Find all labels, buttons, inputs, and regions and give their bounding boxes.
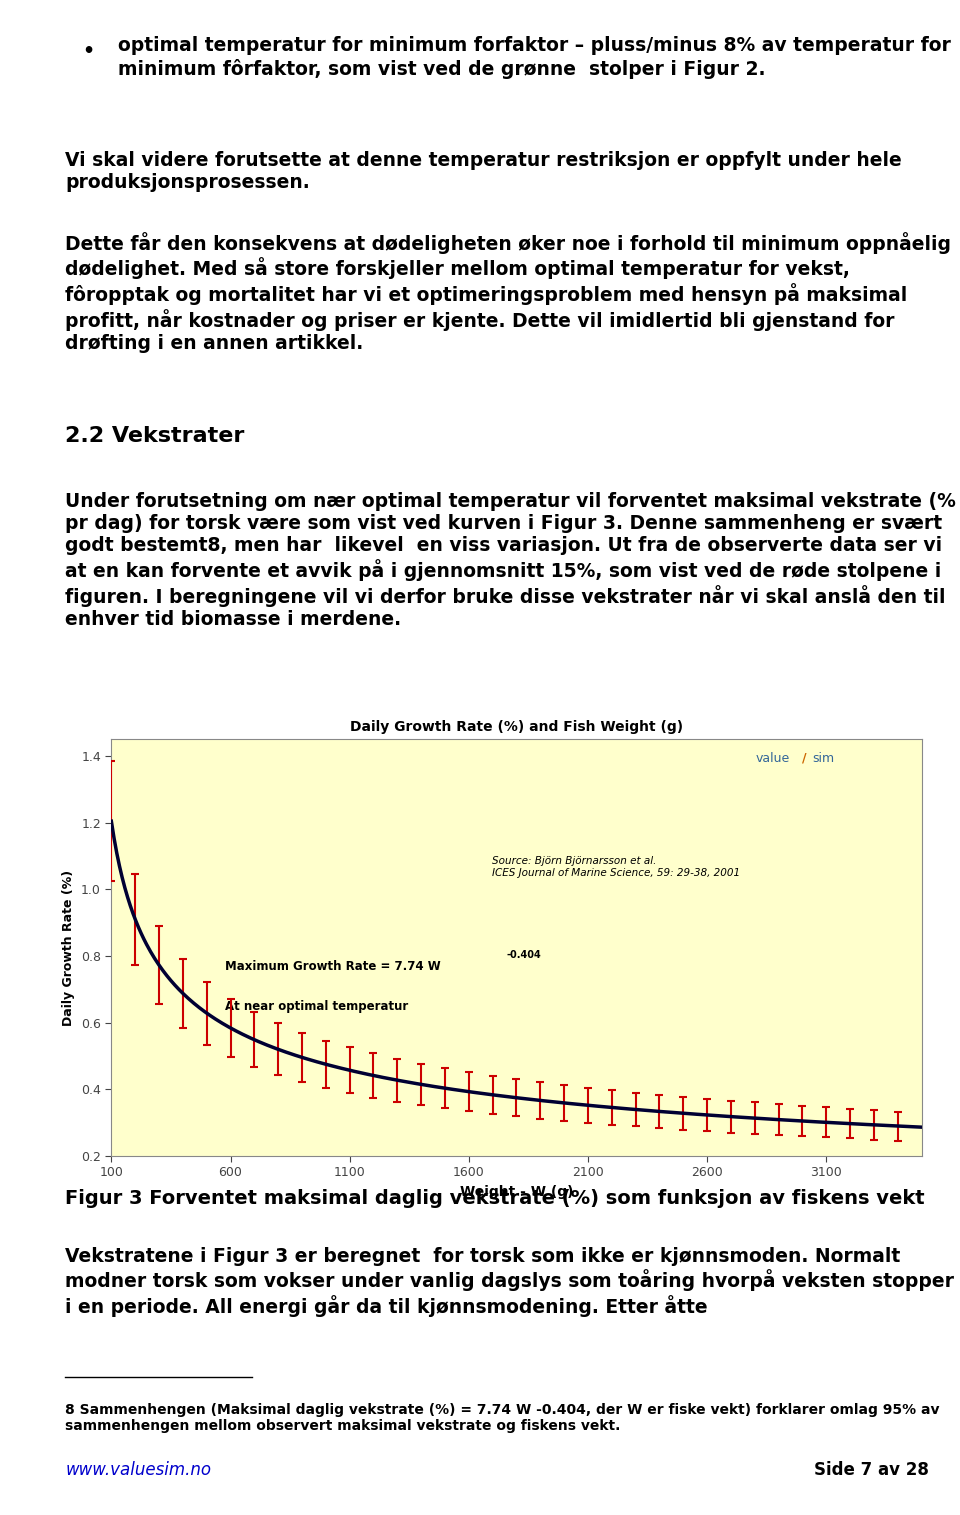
Text: Side 7 av 28: Side 7 av 28 [814, 1460, 929, 1479]
X-axis label: Weight - W (g): Weight - W (g) [460, 1185, 573, 1198]
Text: www.valuesim.no: www.valuesim.no [65, 1460, 211, 1479]
Text: optimal temperatur for minimum forfaktor – pluss/minus 8% av temperatur for mini: optimal temperatur for minimum forfaktor… [118, 36, 951, 79]
Text: value: value [756, 751, 790, 765]
Y-axis label: Daily Growth Rate (%): Daily Growth Rate (%) [62, 870, 76, 1026]
Text: -0.404: -0.404 [507, 950, 541, 959]
Text: Vekstratene i Figur 3 er beregnet  for torsk som ikke er kjønnsmoden. Normalt mo: Vekstratene i Figur 3 er beregnet for to… [65, 1247, 954, 1317]
Text: sim: sim [812, 751, 834, 765]
Text: Dette får den konsekvens at dødeligheten øker noe i forhold til minimum oppnåeli: Dette får den konsekvens at dødeligheten… [65, 232, 951, 353]
Text: Maximum Growth Rate = 7.74 W: Maximum Growth Rate = 7.74 W [225, 961, 444, 973]
Text: Figur 3 Forventet maksimal daglig vekstrate (%) som funksjon av fiskens vekt: Figur 3 Forventet maksimal daglig vekstr… [65, 1189, 924, 1209]
Text: Vi skal videre forutsette at denne temperatur restriksjon er oppfylt under hele : Vi skal videre forutsette at denne tempe… [65, 152, 902, 192]
Text: /: / [803, 751, 807, 765]
Text: Under forutsetning om nær optimal temperatur vil forventet maksimal vekstrate (%: Under forutsetning om nær optimal temper… [65, 492, 956, 629]
Text: Source: Björn Björnarsson et al.
ICES Journal of Marine Science, 59: 29-38, 2001: Source: Björn Björnarsson et al. ICES Jo… [492, 856, 740, 877]
Text: 8 Sammenhengen (Maksimal daglig vekstrate (%) = 7.74 W -0.404, der W er fiske ve: 8 Sammenhengen (Maksimal daglig vekstrat… [65, 1403, 940, 1433]
Text: •: • [83, 42, 95, 62]
Text: At near optimal temperatur: At near optimal temperatur [225, 1000, 408, 1012]
Title: Daily Growth Rate (%) and Fish Weight (g): Daily Growth Rate (%) and Fish Weight (g… [349, 720, 684, 733]
Text: 2.2 Vekstrater: 2.2 Vekstrater [65, 426, 245, 445]
